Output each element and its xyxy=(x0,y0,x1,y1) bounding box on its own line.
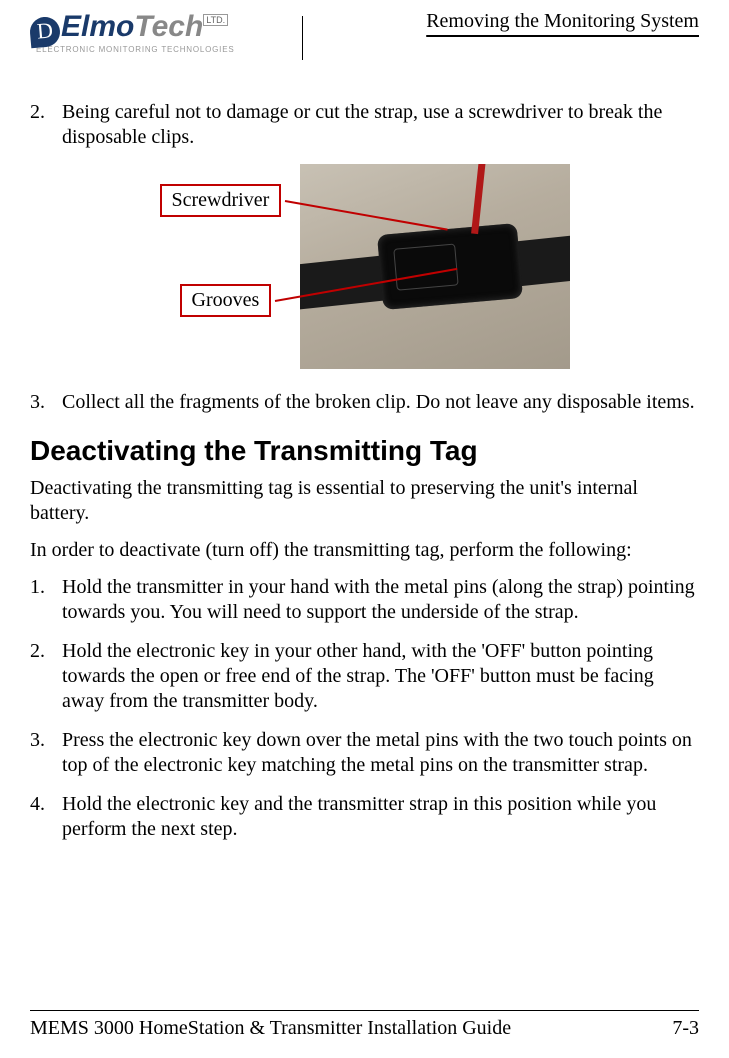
step-number: 1. xyxy=(30,575,62,625)
step-text: Hold the electronic key and the transmit… xyxy=(62,792,699,842)
header-divider-vertical xyxy=(302,16,303,60)
step-number: 3. xyxy=(30,390,62,415)
page-section-title: Removing the Monitoring System xyxy=(426,10,699,33)
callout-screwdriver: Screwdriver xyxy=(160,184,282,217)
logo-d-icon: D xyxy=(29,16,62,49)
step-number: 2. xyxy=(30,100,62,150)
footer-page-number: 7-3 xyxy=(672,1017,699,1040)
page-header: DElmoTechLTD. ELECTRONIC MONITORING TECH… xyxy=(30,10,699,70)
step-text: Being careful not to damage or cut the s… xyxy=(62,100,699,150)
deactivate-step-1: 1. Hold the transmitter in your hand wit… xyxy=(30,575,699,625)
step-2: 2. Being careful not to damage or cut th… xyxy=(30,100,699,150)
step-text: Hold the electronic key in your other ha… xyxy=(62,639,699,714)
footer-title: MEMS 3000 HomeStation & Transmitter Inst… xyxy=(30,1017,511,1040)
paragraph: Deactivating the transmitting tag is ess… xyxy=(30,476,699,526)
paragraph: In order to deactivate (turn off) the tr… xyxy=(30,538,699,563)
logo-main-text: Elmo xyxy=(61,10,134,43)
logo-tech-text: Tech xyxy=(134,10,203,43)
step-text: Collect all the fragments of the broken … xyxy=(62,390,699,415)
callout-grooves: Grooves xyxy=(180,284,272,317)
deactivate-step-4: 4. Hold the electronic key and the trans… xyxy=(30,792,699,842)
company-logo: DElmoTechLTD. ELECTRONIC MONITORING TECH… xyxy=(30,10,270,60)
device-shape xyxy=(376,223,522,310)
page-footer: MEMS 3000 HomeStation & Transmitter Inst… xyxy=(30,1010,699,1040)
logo-subtitle: ELECTRONIC MONITORING TECHNOLOGIES xyxy=(36,45,270,54)
step-3: 3. Collect all the fragments of the brok… xyxy=(30,390,699,415)
step-number: 4. xyxy=(30,792,62,842)
step-text: Hold the transmitter in your hand with t… xyxy=(62,575,699,625)
screwdriver-shape xyxy=(471,164,486,234)
step-number: 3. xyxy=(30,728,62,778)
deactivate-step-3: 3. Press the electronic key down over th… xyxy=(30,728,699,778)
photo-placeholder xyxy=(300,164,570,369)
figure-strap-removal: Screwdriver Grooves xyxy=(160,164,570,374)
page-content: 2. Being careful not to damage or cut th… xyxy=(30,100,699,842)
deactivate-step-2: 2. Hold the electronic key in your other… xyxy=(30,639,699,714)
step-text: Press the electronic key down over the m… xyxy=(62,728,699,778)
section-heading: Deactivating the Transmitting Tag xyxy=(30,433,699,468)
logo-ltd-text: LTD. xyxy=(203,14,228,26)
step-number: 2. xyxy=(30,639,62,714)
